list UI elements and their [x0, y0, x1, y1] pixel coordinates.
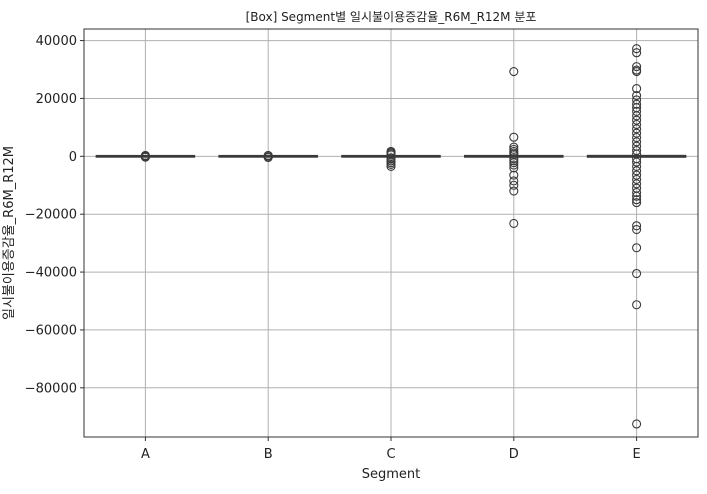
outlier-point [509, 186, 519, 196]
y-tick-label: 20000 [36, 92, 77, 107]
outlier-point [509, 163, 519, 173]
outlier-point [632, 419, 642, 429]
y-tick-label: −80000 [25, 381, 77, 396]
y-tick-label: −20000 [25, 208, 77, 223]
outlier-point [632, 115, 642, 125]
box-group-b [218, 150, 318, 163]
y-tick-label: 0 [69, 150, 77, 165]
outlier-point [632, 300, 642, 310]
outlier-point [509, 158, 519, 168]
x-axis-label: Segment [362, 467, 421, 482]
y-axis-ticks: 40000 20000 0 −20000 −40000 −60000 −80000 [25, 34, 84, 396]
outlier-point [632, 44, 642, 54]
outlier-point [632, 170, 642, 180]
outlier-point [632, 191, 642, 201]
outlier-point [632, 137, 642, 147]
outlier-point [632, 66, 642, 77]
chart-title: [Box] Segment별 일시불이용증감율_R6M_R12M 분포 [246, 10, 537, 24]
outlier-point [632, 187, 642, 198]
outlier-point [509, 66, 519, 77]
outlier-point [140, 152, 150, 162]
outlier-point [632, 268, 642, 279]
x-tick-label-a: A [141, 447, 150, 462]
outlier-point [632, 198, 642, 208]
outlier-point [632, 62, 642, 72]
box-group-e [586, 44, 687, 429]
outlier-point [632, 119, 642, 130]
x-tick-label-e: E [632, 447, 640, 462]
outlier-point [509, 132, 519, 142]
outlier-point [632, 157, 642, 167]
outlier-point [509, 218, 519, 229]
outlier-point [509, 180, 519, 190]
outlier-point [632, 224, 642, 235]
box-group-c [341, 146, 441, 171]
outlier-point [263, 150, 273, 161]
outlier-point [632, 84, 642, 94]
outlier-point [632, 161, 642, 171]
box-group-a [95, 150, 196, 162]
outlier-point [632, 243, 642, 253]
outlier-point [632, 48, 642, 58]
outlier-point [632, 195, 642, 205]
x-tick-label-c: C [386, 447, 395, 462]
outlier-point [632, 124, 642, 134]
outlier-point [632, 174, 642, 185]
outlier-point [509, 176, 519, 186]
outlier-point [509, 160, 519, 170]
outlier-point [632, 179, 642, 189]
outlier-point [632, 106, 642, 117]
x-tick-label-d: D [509, 447, 519, 462]
box-group-d [464, 66, 564, 229]
outlier-point [632, 166, 642, 176]
y-tick-label: −60000 [25, 323, 77, 338]
outlier-point [632, 99, 642, 109]
y-tick-label: −40000 [25, 266, 77, 281]
y-tick-label: 40000 [36, 34, 77, 49]
x-tick-label-b: B [264, 447, 273, 462]
outlier-point [386, 146, 396, 156]
outlier-point [632, 221, 642, 231]
outlier-point [386, 153, 396, 163]
x-axis-ticks: A B C D E [141, 437, 641, 462]
outlier-point [632, 128, 642, 138]
y-axis-label: 일시불이용증감율_R6M_R12M [2, 146, 17, 320]
outlier-point [509, 170, 519, 180]
outlier-point [632, 111, 642, 121]
outlier-point [632, 91, 642, 101]
box-layer [95, 44, 687, 429]
outlier-point [632, 132, 642, 143]
